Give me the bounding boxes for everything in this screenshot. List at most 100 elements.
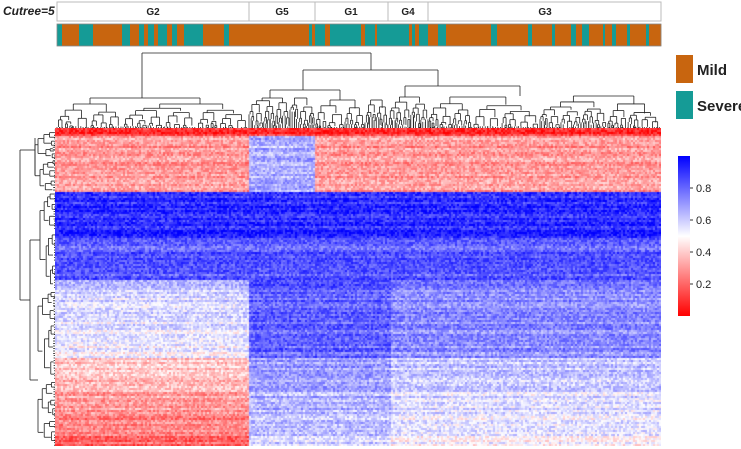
annotation-cell [233,24,237,46]
annotation-cell [148,24,155,46]
annotation-cell [67,24,73,46]
annotation-cell [220,24,225,46]
annotation-cell [330,24,336,46]
annotation-cell [109,24,113,46]
annotation-cell [548,24,553,46]
annotation-cell [608,24,613,46]
annotation-cell [654,24,659,46]
annotation-cell [224,24,230,46]
cluster-label-g1: G1 [344,7,358,18]
annotation-cell [93,24,97,46]
annotation-cell [102,24,105,46]
annotation-cell [387,24,389,46]
annotation-cell [377,24,381,46]
annotation-cell [475,24,481,46]
annotation-cell [598,24,604,46]
annotation-cell [480,24,487,46]
annotation-cell [566,24,572,46]
annotation-cell [641,24,647,46]
annotation-cell [425,24,429,46]
annotation-cell [218,24,221,46]
cluster-box-g3 [427,1,662,22]
colorbar-tick-label: 0.6 [696,215,711,227]
annotation-cell [255,24,259,46]
annotation-cell [627,24,631,46]
annotation-cell [543,24,549,46]
annotation-cell [172,24,178,46]
annotation-cell [277,24,280,46]
annotation-cell [249,24,256,46]
annotation-cell [563,24,567,46]
annotation-cell [398,24,402,46]
annotation-cell [199,24,204,46]
annotation-cell [532,24,539,46]
annotation-cell [315,24,321,46]
annotation-cell [503,24,507,46]
annotation-cell [275,24,278,46]
annotation-cell [469,24,476,46]
annotation-cell [639,24,642,46]
annotation-cell [555,24,559,46]
annotation-cell [528,24,533,46]
severity-annotation-bar [57,24,662,46]
annotation-cell [264,24,267,46]
annotation-cell [361,24,366,46]
annotation-cell [622,24,628,46]
annotation-cell [163,24,168,46]
annotation-cell [388,24,394,46]
annotation-cell [258,24,265,46]
cutree-label: Cutree=5 [3,4,55,18]
heatmap-body [55,128,661,446]
annotation-cell [144,24,149,46]
annotation-cell [419,24,423,46]
annotation-cell [122,24,129,46]
annotation-cell [385,24,388,46]
annotation-cell [355,24,362,46]
annotation-cell [457,24,462,46]
annotation-cell [646,24,650,46]
annotation-cell [286,24,290,46]
annotation-cell [213,24,219,46]
annotation-cell [188,24,192,46]
annotation-cell [305,24,310,46]
annotation-cell [497,24,502,46]
cluster-label-g4: G4 [401,7,415,18]
colorbar-ticks: 0.8 0.6 0.4 0.2 [690,183,711,291]
annotation-cell [634,24,640,46]
annotation-cell [293,24,296,46]
annotation-cell [62,24,68,46]
annotation-cell [371,24,376,46]
annotation-cell [448,24,453,46]
annotation-cell [325,24,331,46]
annotation-cell [347,24,351,46]
legend-swatch-severe [676,91,693,119]
cluster-label-g5: G5 [275,7,289,18]
annotation-cell [596,24,599,46]
annotation-cell [441,24,447,46]
annotation-cell [506,24,512,46]
annotation-cell [365,24,372,46]
annotation-cell [209,24,214,46]
annotation-cell [571,24,577,46]
annotation-cell [167,24,173,46]
colorbar-tick-label: 0.4 [696,247,711,259]
annotation-cell [300,24,306,46]
annotation-cell [279,24,284,46]
annotation-cell [409,24,413,46]
annotation-cell [74,24,80,46]
annotation-cell [295,24,301,46]
annotation-cell [587,24,590,46]
annotation-cell [603,24,606,46]
annotation-cell [592,24,597,46]
annotation-cell [196,24,200,46]
annotation-cell [154,24,159,46]
annotation-cell [184,24,189,46]
annotation-cell [552,24,556,46]
annotation-cell [538,24,541,46]
annotation-cell [339,24,345,46]
annotation-cell [375,24,378,46]
annotation-cell [616,24,623,46]
legend-label-mild: Mild [697,62,727,79]
annotation-cell [118,24,123,46]
